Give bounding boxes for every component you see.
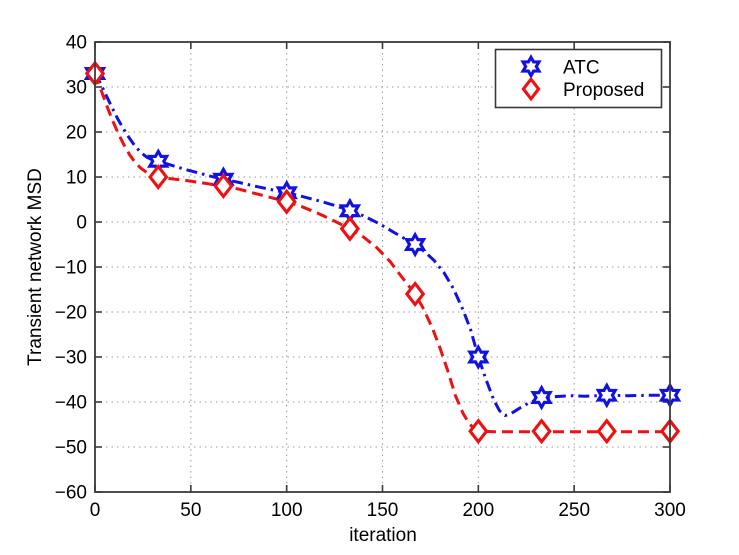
diamond-marker-proposed <box>213 172 234 200</box>
legend-diamond-marker <box>521 76 541 102</box>
hexagram-marker-atc <box>467 344 490 370</box>
y-tick-label: −30 <box>55 348 87 369</box>
y-tick-label: 40 <box>66 33 87 54</box>
x-tick-label: 0 <box>90 500 101 521</box>
legend-label-proposed: Proposed <box>563 80 644 101</box>
y-tick-label: −60 <box>55 483 87 504</box>
hexagram-marker-atc <box>530 384 553 411</box>
x-tick-label: 150 <box>367 500 399 521</box>
diamond-marker-proposed <box>404 280 426 308</box>
diamond-marker-proposed <box>339 215 361 242</box>
x-tick-label: 50 <box>180 500 201 521</box>
x-axis-label: iteration <box>349 525 417 546</box>
hexagram-marker-atc <box>595 382 618 409</box>
y-tick-label: −40 <box>55 393 87 414</box>
diamond-marker-proposed <box>468 418 489 445</box>
y-tick-label: 10 <box>66 168 87 189</box>
legend-label-atc: ATC <box>563 58 600 79</box>
y-tick-label: 0 <box>76 213 87 234</box>
legend-hexagram-marker <box>520 54 542 79</box>
plot-box <box>94 41 671 493</box>
x-tick-label: 250 <box>558 500 590 521</box>
y-tick-label: 30 <box>66 78 87 99</box>
x-tick-label: 100 <box>271 500 303 521</box>
series-line-atc <box>93 72 670 418</box>
y-tick-label: −50 <box>55 438 87 459</box>
y-tick-label: 20 <box>66 123 87 144</box>
x-tick-label: 300 <box>654 500 686 521</box>
y-tick-label: −20 <box>55 303 87 324</box>
y-axis-label: Transient network MSD <box>25 168 46 366</box>
hexagram-marker-atc <box>403 231 427 258</box>
legend-box <box>494 48 663 109</box>
x-tick-label: 200 <box>462 500 494 521</box>
diamond-marker-proposed <box>276 188 297 215</box>
diamond-marker-proposed <box>596 418 617 445</box>
diamond-marker-proposed <box>531 418 552 445</box>
diamond-marker-proposed <box>148 163 169 191</box>
y-tick-label: −10 <box>55 258 87 279</box>
